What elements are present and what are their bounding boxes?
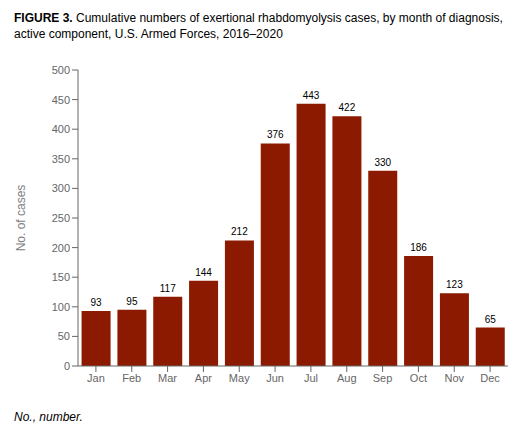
svg-text:376: 376 — [267, 129, 284, 140]
svg-text:300: 300 — [52, 182, 70, 194]
svg-text:144: 144 — [195, 267, 212, 278]
svg-text:Nov: Nov — [444, 372, 464, 384]
svg-text:Dec: Dec — [480, 372, 500, 384]
html-text:FIGURE 3. Cumulative numbers o: FIGURE 3. Cumulative numbers of exertion… — [14, 11, 503, 41]
svg-text:200: 200 — [52, 242, 70, 254]
svg-text:400: 400 — [52, 123, 70, 135]
svg-text:Apr: Apr — [195, 372, 212, 384]
svg-text:117: 117 — [160, 283, 176, 294]
svg-text:Jul: Jul — [304, 372, 318, 384]
svg-text:212: 212 — [231, 226, 248, 237]
svg-text:Feb: Feb — [122, 372, 141, 384]
svg-text:May: May — [229, 372, 250, 384]
svg-text:443: 443 — [303, 90, 320, 101]
svg-text:No. of cases: No. of cases — [14, 185, 28, 252]
svg-text:Jun: Jun — [266, 372, 284, 384]
svg-text:Oct: Oct — [410, 372, 427, 384]
svg-text:450: 450 — [52, 94, 70, 106]
svg-text:250: 250 — [52, 212, 70, 224]
svg-text:500: 500 — [52, 64, 70, 76]
svg-text:330: 330 — [374, 157, 391, 168]
svg-text:50: 50 — [58, 330, 70, 342]
svg-text:65: 65 — [485, 314, 497, 325]
svg-text:Jan: Jan — [87, 372, 105, 384]
svg-text:Aug: Aug — [337, 372, 357, 384]
svg-text:123: 123 — [446, 279, 463, 290]
svg-text:422: 422 — [339, 102, 356, 113]
svg-text:93: 93 — [91, 297, 103, 308]
svg-text:95: 95 — [126, 296, 138, 307]
svg-text:350: 350 — [52, 153, 70, 165]
svg-text:0: 0 — [64, 360, 70, 372]
svg-text:100: 100 — [52, 301, 70, 313]
svg-text:186: 186 — [410, 242, 427, 253]
svg-text:Mar: Mar — [158, 372, 177, 384]
svg-text:150: 150 — [52, 271, 70, 283]
html-text:No., number.: No., number. — [14, 410, 83, 424]
svg-text:Sep: Sep — [373, 372, 393, 384]
